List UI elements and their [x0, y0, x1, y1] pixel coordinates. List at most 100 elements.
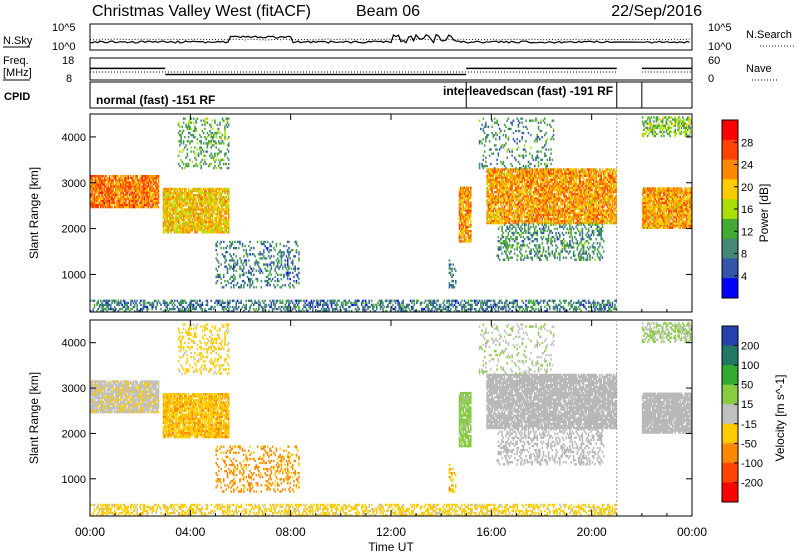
power-echo-cell: [466, 203, 468, 206]
power-echo-cell: [496, 217, 498, 221]
power-echo-cell: [495, 199, 497, 202]
power-echo-cell: [345, 303, 348, 307]
power-echo-cell: [527, 203, 530, 206]
power-echo-cell: [194, 193, 196, 197]
power-echo-cell: [96, 195, 98, 198]
power-echo-cell: [500, 170, 502, 173]
power-echo-cell: [174, 224, 176, 228]
power-echo-cell: [186, 231, 189, 234]
power-echo-cell: [151, 301, 154, 305]
power-echo-cell: [105, 299, 107, 302]
power-echo-cell: [531, 203, 534, 206]
power-echo-cell: [98, 177, 101, 180]
power-echo-cell: [145, 305, 147, 309]
power-echo-cell: [131, 307, 133, 311]
power-echo-cell: [225, 202, 228, 205]
power-echo-cell: [289, 251, 291, 254]
power-echo-cell: [263, 309, 265, 313]
power-echo-cell: [155, 191, 157, 194]
power-echo-cell: [202, 162, 205, 166]
power-echo-cell: [384, 309, 387, 313]
power-echo-cell: [362, 309, 364, 313]
power-echo-cell: [523, 199, 526, 202]
power-echo-cell: [508, 178, 511, 181]
power-echo-cell: [123, 201, 126, 205]
power-echo-cell: [517, 176, 520, 179]
power-echo-cell: [212, 224, 215, 228]
power-echo-cell: [295, 309, 298, 313]
power-echo-cell: [580, 309, 582, 313]
power-echo-cell: [202, 150, 205, 153]
power-echo-cell: [186, 214, 189, 217]
power-echo-cell: [490, 193, 492, 196]
power-echo-cell: [148, 203, 151, 207]
power-echo-cell: [189, 191, 191, 195]
power-echo-cell: [190, 146, 192, 149]
power-echo-cell: [264, 267, 266, 270]
power-echo-cell: [597, 301, 600, 305]
power-echo-cell: [541, 178, 544, 181]
power-echo-cell: [497, 307, 500, 311]
power-echo-cell: [513, 201, 516, 204]
power-echo-cell: [211, 187, 214, 191]
power-echo-cell: [533, 197, 536, 200]
power-echo-cell: [599, 307, 601, 311]
power-echo-cell: [200, 216, 202, 220]
power-echo-cell: [324, 301, 327, 305]
power-echo-cell: [133, 309, 136, 313]
power-echo-cell: [253, 246, 255, 250]
power-echo-cell: [194, 187, 196, 191]
power-echo-cell: [172, 212, 175, 215]
power-echo-cell: [382, 307, 384, 311]
power-echo-cell: [503, 170, 506, 173]
power-echo-cell: [181, 131, 184, 135]
power-echo-cell: [511, 174, 513, 177]
power-echo-cell: [189, 220, 191, 224]
power-echo-cell: [123, 193, 126, 196]
power-echo-cell: [329, 299, 332, 302]
power-echo-cell: [151, 195, 154, 198]
power-echo-cell: [225, 204, 228, 207]
power-echo-cell: [249, 284, 251, 287]
power-echo-cell: [250, 277, 253, 281]
power-echo-cell: [463, 199, 466, 202]
power-echo-cell: [182, 191, 185, 195]
power-echo-cell: [165, 305, 167, 309]
power-echo-cell: [174, 299, 176, 302]
power-echo-cell: [107, 199, 110, 203]
power-echo-cell: [92, 197, 95, 201]
power-echo-cell: [458, 236, 461, 239]
power-echo-cell: [289, 281, 291, 285]
power-echo-cell: [224, 136, 226, 139]
power-echo-cell: [501, 186, 503, 190]
power-echo-cell: [544, 191, 546, 194]
power-echo-cell: [165, 200, 167, 203]
power-echo-cell: [101, 181, 103, 184]
power-echo-cell: [166, 224, 169, 228]
power-echo-cell: [520, 180, 522, 184]
power-echo-cell: [532, 203, 535, 206]
power-echo-cell: [487, 207, 490, 210]
power-echo-cell: [185, 220, 187, 224]
power-echo-cell: [508, 186, 511, 190]
power-echo-cell: [486, 307, 488, 311]
power-echo-cell: [222, 198, 225, 201]
power-echo-cell: [527, 180, 530, 184]
power-echo-cell: [536, 170, 539, 173]
power-echo-cell: [135, 205, 137, 209]
power-echo-cell: [209, 220, 211, 224]
power-echo-cell: [458, 199, 461, 202]
power-echo-cell: [226, 251, 229, 254]
power-echo-cell: [463, 299, 466, 302]
power-echo-cell: [128, 203, 131, 207]
power-echo-cell: [288, 253, 290, 256]
power-echo-cell: [535, 170, 537, 173]
power-echo-cell: [231, 305, 234, 309]
power-echo-cell: [116, 193, 118, 196]
power-echo-cell: [502, 221, 505, 225]
power-echo-cell: [528, 188, 531, 192]
power-echo-cell: [215, 214, 217, 217]
power-echo-cell: [280, 259, 283, 262]
power-echo-cell: [97, 193, 100, 196]
power-echo-cell: [194, 198, 196, 201]
